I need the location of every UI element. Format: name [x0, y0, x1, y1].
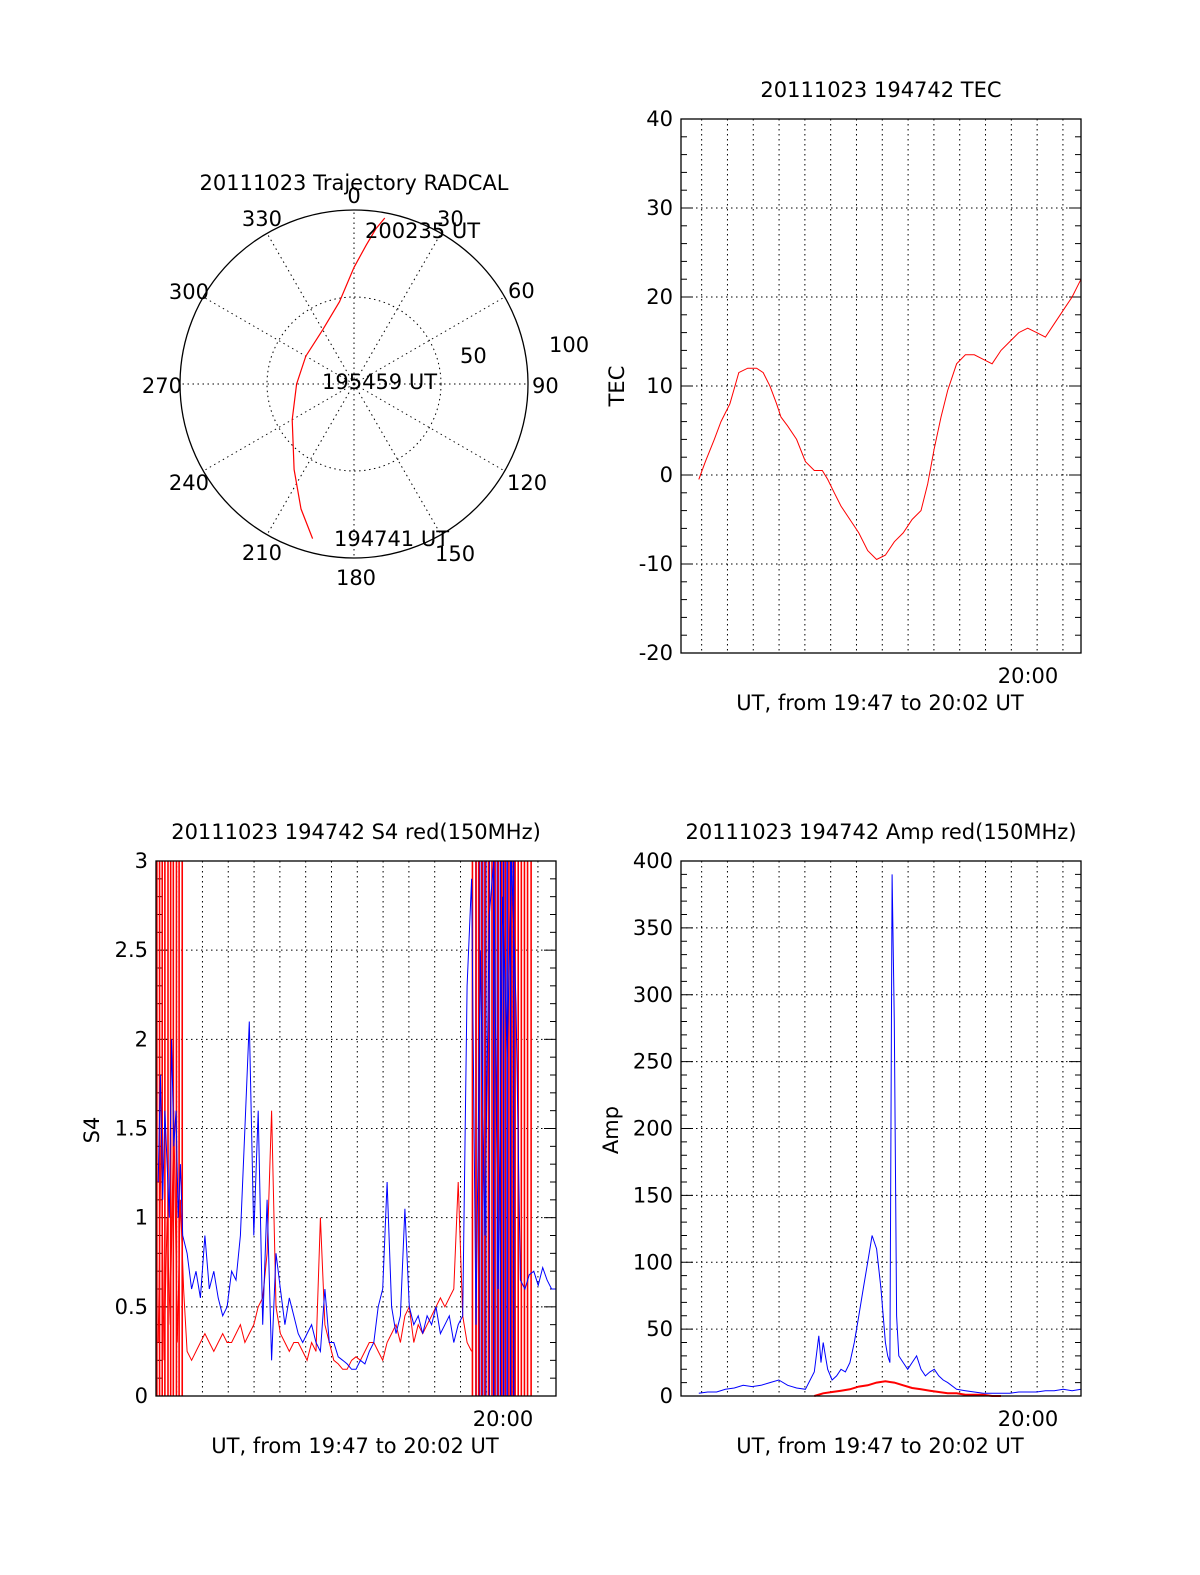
polar-ring-label-50: 50 — [460, 344, 487, 368]
azimuth-label-180: 180 — [336, 566, 376, 590]
azimuth-label-90: 90 — [532, 374, 559, 398]
polar-spoke-60 — [353, 296, 505, 385]
azimuth-label-210: 210 — [242, 541, 282, 565]
amp-title: 20111023 194742 Amp red(150MHz) — [685, 820, 1076, 844]
s4-ylabel: S4 — [80, 1117, 104, 1144]
s4-red-series-line — [157, 1110, 473, 1370]
polar-spoke-300 — [203, 296, 355, 385]
tec-xlabel: UT, from 19:47 to 20:02 UT — [736, 691, 1024, 715]
azimuth-label-0: 0 — [347, 184, 360, 208]
azimuth-label-270: 270 — [142, 374, 182, 398]
amp-ylabel: Amp — [599, 1106, 623, 1154]
amp-panel: 20111023 194742 Amp red(150MHz) 0 50 100 15… — [599, 820, 1082, 1458]
s4-grid — [156, 860, 556, 1397]
tec-ytick-label: 40 — [646, 107, 673, 131]
amp-ytick-label: 350 — [633, 916, 673, 940]
s4-ytick-label: 2 — [135, 1027, 148, 1051]
traj-end-label: 200235 UT — [365, 219, 480, 243]
amp-ytick-label: 300 — [633, 983, 673, 1007]
s4-ytick-label: 0.5 — [115, 1295, 148, 1319]
amp-blue-series-line — [698, 874, 1082, 1394]
azimuth-label-150: 150 — [435, 542, 475, 566]
tec-ytick-label: 10 — [646, 374, 673, 398]
traj-start-label: 194741 UT — [334, 527, 449, 551]
polar-outer-ring — [179, 209, 529, 559]
tec-y-tick-labels: -20 -10 0 10 20 30 40 — [639, 107, 673, 665]
amp-plot-frame — [680, 860, 1082, 1397]
s4-xlabel: UT, from 19:47 to 20:02 UT — [211, 1434, 499, 1458]
s4-plot-frame — [155, 860, 557, 1397]
azimuth-label-30: 30 — [437, 207, 464, 231]
tec-panel: 20111023 194742 TEC -20 -10 0 10 20 30 40 20:0… — [605, 78, 1082, 715]
tec-ytick-label: 20 — [646, 285, 673, 309]
amp-ytick-label: 250 — [633, 1050, 673, 1074]
s4-ytick-label: 1 — [135, 1206, 148, 1230]
polar-inner-ring — [266, 296, 442, 472]
s4-y-tick-labels: 0 0.5 1 1.5 2 2.5 3 — [115, 849, 148, 1408]
trajectory-line — [291, 217, 386, 539]
tec-ylabel: TEC — [605, 366, 629, 408]
s4-ytick-label: 0 — [135, 1384, 148, 1408]
amp-y-tick-labels: 0 50 100 150 200 250 300 350 400 — [633, 849, 673, 1408]
polar-spoke-210 — [266, 383, 355, 535]
tec-grid — [681, 118, 1081, 654]
tec-ytick-label: -10 — [639, 552, 673, 576]
polar-spoke-30 — [353, 233, 442, 385]
azimuth-label-240: 240 — [169, 471, 209, 495]
polar-spoke-330 — [266, 233, 355, 385]
amp-ytick-label: 50 — [646, 1317, 673, 1341]
azimuth-label-330: 330 — [242, 207, 282, 231]
polar-azimuth-labels: 0 30 60 90 120 150 180 210 240 270 300 330 — [142, 184, 559, 590]
polar-ring-label-100: 100 — [549, 333, 589, 357]
tec-x-tick-label: 20:00 — [998, 664, 1059, 688]
s4-ytick-label: 2.5 — [115, 938, 148, 962]
polar-grid — [179, 209, 529, 559]
polar-spoke-240 — [203, 383, 355, 472]
amp-grid — [681, 860, 1081, 1397]
amp-ytick-label: 200 — [633, 1117, 673, 1141]
azimuth-label-120: 120 — [507, 471, 547, 495]
s4-x-tick-label: 20:00 — [473, 1407, 534, 1431]
s4-spikes — [156, 861, 532, 1396]
traj-mid-label: 195459 UT — [322, 370, 437, 394]
amp-red-series-line — [814, 1380, 1001, 1397]
s4-ytick-label: 3 — [135, 849, 148, 873]
amp-ytick-label: 100 — [633, 1250, 673, 1274]
amp-x-tick-label: 20:00 — [998, 1407, 1059, 1431]
tec-title: 20111023 194742 TEC — [760, 78, 1001, 102]
amp-xlabel: UT, from 19:47 to 20:02 UT — [736, 1434, 1024, 1458]
azimuth-label-300: 300 — [169, 280, 209, 304]
azimuth-label-60: 60 — [508, 279, 535, 303]
polar-spoke-150 — [353, 383, 442, 535]
amp-ytick-label: 400 — [633, 849, 673, 873]
s4-title: 20111023 194742 S4 red(150MHz) — [171, 820, 541, 844]
polar-spoke-120 — [353, 383, 505, 472]
s4-blue-series-line — [157, 860, 556, 1370]
s4-ytick-label: 1.5 — [115, 1117, 148, 1141]
tec-ytick-label: 0 — [660, 463, 673, 487]
amp-ytick-label: 0 — [660, 1384, 673, 1408]
tec-plot-frame — [680, 118, 1082, 654]
amp-ytick-label: 150 — [633, 1183, 673, 1207]
polar-panel: 20111023 Trajectory RADCAL 0 30 60 90 120 150… — [142, 171, 589, 590]
tec-series-line — [698, 278, 1082, 561]
polar-title: 20111023 Trajectory RADCAL — [200, 171, 509, 195]
tec-ytick-label: -20 — [639, 641, 673, 665]
s4-panel: 20111023 194742 S4 red(150MHz) 0 0.5 1 1.5 2… — [80, 820, 557, 1458]
tec-ytick-label: 30 — [646, 196, 673, 220]
